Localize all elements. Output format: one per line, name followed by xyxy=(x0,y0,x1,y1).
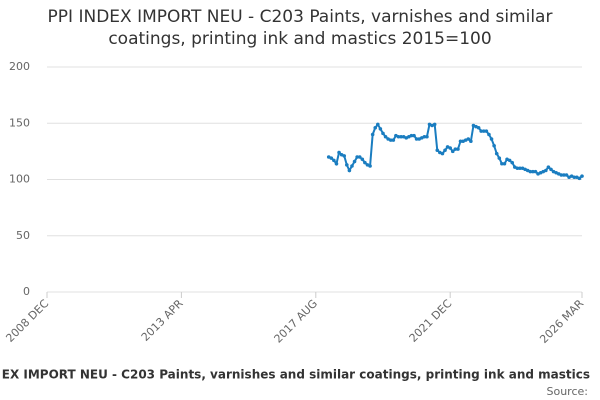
data-point xyxy=(345,163,349,167)
data-point xyxy=(350,164,354,168)
data-point xyxy=(388,138,393,142)
data-point xyxy=(352,159,357,164)
data-point xyxy=(409,133,414,138)
data-point xyxy=(425,134,429,139)
data-point xyxy=(329,156,334,160)
data-point xyxy=(458,139,463,144)
data-point xyxy=(396,134,401,139)
data-point xyxy=(502,161,507,166)
data-point xyxy=(399,134,403,139)
data-point xyxy=(422,134,427,139)
data-point xyxy=(479,129,484,133)
data-point xyxy=(546,165,551,169)
data-point xyxy=(533,169,538,174)
data-point xyxy=(484,129,489,133)
data-point xyxy=(497,156,502,160)
chart-title: PPI INDEX IMPORT NEU - C203 Paints, varn… xyxy=(47,7,553,49)
data-point xyxy=(381,131,385,136)
data-point xyxy=(363,160,367,165)
x-tick-label: 2026 MAR xyxy=(537,297,586,346)
data-point xyxy=(357,155,362,159)
data-point xyxy=(544,168,548,173)
y-tick-label: 0 xyxy=(23,285,30,298)
data-point xyxy=(432,122,437,127)
data-point xyxy=(469,139,473,144)
data-point xyxy=(476,125,481,130)
data-point xyxy=(580,174,584,178)
x-tick-label: 2017 AUG xyxy=(272,297,321,346)
data-point xyxy=(528,169,533,174)
data-point xyxy=(489,137,494,141)
data-point xyxy=(559,173,564,177)
data-point xyxy=(492,143,496,148)
y-tick-label: 150 xyxy=(9,116,30,129)
data-point xyxy=(443,148,447,153)
data-point xyxy=(572,175,577,180)
data-point xyxy=(355,155,359,159)
data-point xyxy=(507,158,512,163)
data-point xyxy=(378,127,383,131)
data-point xyxy=(376,122,380,127)
data-point xyxy=(549,167,553,172)
y-tick-label: 200 xyxy=(9,60,30,73)
data-point xyxy=(391,138,396,142)
data-point xyxy=(518,166,522,171)
data-point xyxy=(531,169,535,174)
data-point xyxy=(577,176,582,181)
data-point xyxy=(360,157,365,162)
data-point xyxy=(383,134,388,139)
data-point xyxy=(347,168,352,173)
data-point xyxy=(500,161,504,166)
data-point xyxy=(448,146,452,150)
data-point xyxy=(562,173,566,177)
legend-label: EX IMPORT NEU - C203 Paints, varnishes a… xyxy=(2,368,590,382)
data-point xyxy=(342,154,347,158)
data-point xyxy=(332,158,336,163)
data-point xyxy=(373,125,378,130)
data-point xyxy=(370,132,375,137)
data-point xyxy=(435,148,440,153)
x-tick-label: 2021 DEC xyxy=(407,297,455,345)
data-point xyxy=(453,147,458,151)
data-point xyxy=(450,149,455,154)
y-tick-label: 50 xyxy=(16,229,30,242)
x-tick-label: 2008 DEC xyxy=(3,297,51,345)
data-point xyxy=(368,164,372,168)
data-point xyxy=(487,132,491,137)
data-point xyxy=(414,137,419,141)
y-tick-label: 100 xyxy=(9,173,30,186)
data-point xyxy=(481,129,486,133)
data-point xyxy=(440,151,445,156)
data-point xyxy=(564,173,569,177)
data-point xyxy=(334,161,339,166)
data-point xyxy=(337,150,341,155)
data-point xyxy=(510,160,515,165)
data-point xyxy=(515,166,520,171)
data-point xyxy=(412,133,416,138)
source: Source: xyxy=(547,385,589,398)
data-point xyxy=(456,147,460,151)
x-tick-label: 2013 APR xyxy=(139,297,186,344)
data-point xyxy=(466,137,471,141)
data-point xyxy=(494,151,499,156)
